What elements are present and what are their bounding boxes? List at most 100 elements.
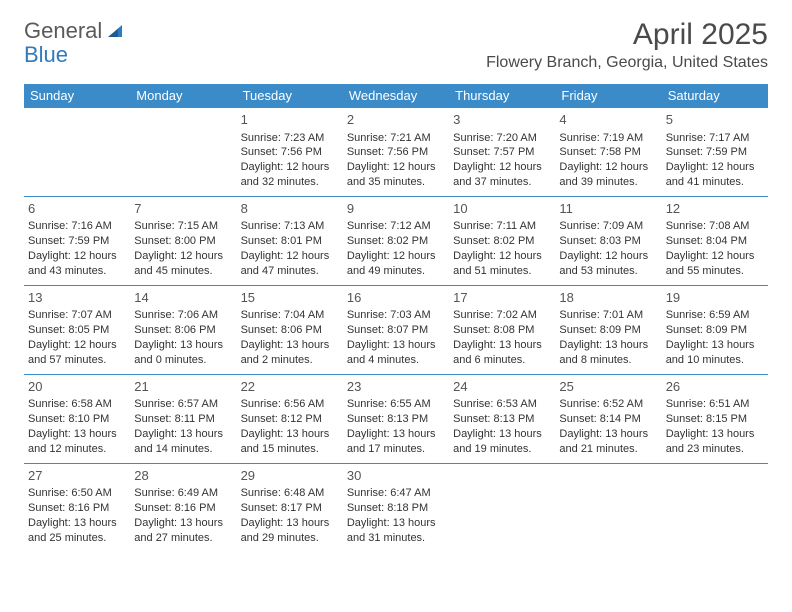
calendar-row: 20Sunrise: 6:58 AMSunset: 8:10 PMDayligh…	[24, 374, 768, 463]
sunset-line: Sunset: 7:56 PM	[241, 145, 339, 160]
calendar-cell-empty	[24, 108, 130, 197]
day-number: 11	[559, 200, 657, 218]
daylight-line: Daylight: 12 hours and 51 minutes.	[453, 249, 551, 279]
sunset-line: Sunset: 8:01 PM	[241, 234, 339, 249]
day-number: 5	[666, 111, 764, 129]
sunset-line: Sunset: 7:57 PM	[453, 145, 551, 160]
sunrise-line: Sunrise: 6:59 AM	[666, 308, 764, 323]
calendar-cell: 12Sunrise: 7:08 AMSunset: 8:04 PMDayligh…	[662, 196, 768, 285]
day-number: 16	[347, 289, 445, 307]
sunrise-line: Sunrise: 6:50 AM	[28, 486, 126, 501]
daylight-line: Daylight: 13 hours and 23 minutes.	[666, 427, 764, 457]
sunset-line: Sunset: 7:56 PM	[347, 145, 445, 160]
day-header: Wednesday	[343, 84, 449, 108]
day-number: 2	[347, 111, 445, 129]
day-number: 4	[559, 111, 657, 129]
sunset-line: Sunset: 8:02 PM	[347, 234, 445, 249]
calendar-cell: 26Sunrise: 6:51 AMSunset: 8:15 PMDayligh…	[662, 374, 768, 463]
calendar-cell: 1Sunrise: 7:23 AMSunset: 7:56 PMDaylight…	[237, 108, 343, 197]
calendar-cell: 20Sunrise: 6:58 AMSunset: 8:10 PMDayligh…	[24, 374, 130, 463]
sunrise-line: Sunrise: 7:08 AM	[666, 219, 764, 234]
calendar-cell: 22Sunrise: 6:56 AMSunset: 8:12 PMDayligh…	[237, 374, 343, 463]
daylight-line: Daylight: 12 hours and 32 minutes.	[241, 160, 339, 190]
daylight-line: Daylight: 13 hours and 17 minutes.	[347, 427, 445, 457]
day-number: 24	[453, 378, 551, 396]
sunset-line: Sunset: 8:16 PM	[28, 501, 126, 516]
daylight-line: Daylight: 12 hours and 37 minutes.	[453, 160, 551, 190]
calendar-cell: 18Sunrise: 7:01 AMSunset: 8:09 PMDayligh…	[555, 285, 661, 374]
calendar-cell: 29Sunrise: 6:48 AMSunset: 8:17 PMDayligh…	[237, 463, 343, 551]
sunset-line: Sunset: 8:14 PM	[559, 412, 657, 427]
sunrise-line: Sunrise: 7:13 AM	[241, 219, 339, 234]
sunrise-line: Sunrise: 7:11 AM	[453, 219, 551, 234]
daylight-line: Daylight: 12 hours and 49 minutes.	[347, 249, 445, 279]
daylight-line: Daylight: 12 hours and 43 minutes.	[28, 249, 126, 279]
daylight-line: Daylight: 13 hours and 2 minutes.	[241, 338, 339, 368]
calendar-cell: 8Sunrise: 7:13 AMSunset: 8:01 PMDaylight…	[237, 196, 343, 285]
sunset-line: Sunset: 8:03 PM	[559, 234, 657, 249]
day-number: 3	[453, 111, 551, 129]
sunset-line: Sunset: 8:05 PM	[28, 323, 126, 338]
calendar-cell: 4Sunrise: 7:19 AMSunset: 7:58 PMDaylight…	[555, 108, 661, 197]
sunset-line: Sunset: 8:11 PM	[134, 412, 232, 427]
calendar-cell: 10Sunrise: 7:11 AMSunset: 8:02 PMDayligh…	[449, 196, 555, 285]
day-number: 1	[241, 111, 339, 129]
sunrise-line: Sunrise: 6:53 AM	[453, 397, 551, 412]
calendar-row: 1Sunrise: 7:23 AMSunset: 7:56 PMDaylight…	[24, 108, 768, 197]
calendar-cell: 17Sunrise: 7:02 AMSunset: 8:08 PMDayligh…	[449, 285, 555, 374]
calendar-cell: 13Sunrise: 7:07 AMSunset: 8:05 PMDayligh…	[24, 285, 130, 374]
daylight-line: Daylight: 13 hours and 0 minutes.	[134, 338, 232, 368]
calendar-cell: 6Sunrise: 7:16 AMSunset: 7:59 PMDaylight…	[24, 196, 130, 285]
day-number: 13	[28, 289, 126, 307]
calendar-cell: 14Sunrise: 7:06 AMSunset: 8:06 PMDayligh…	[130, 285, 236, 374]
calendar-cell: 3Sunrise: 7:20 AMSunset: 7:57 PMDaylight…	[449, 108, 555, 197]
sunset-line: Sunset: 8:06 PM	[134, 323, 232, 338]
title-block: April 2025 Flowery Branch, Georgia, Unit…	[486, 18, 768, 72]
daylight-line: Daylight: 13 hours and 6 minutes.	[453, 338, 551, 368]
sunrise-line: Sunrise: 6:47 AM	[347, 486, 445, 501]
day-number: 23	[347, 378, 445, 396]
day-number: 12	[666, 200, 764, 218]
sunrise-line: Sunrise: 7:17 AM	[666, 131, 764, 146]
daylight-line: Daylight: 13 hours and 31 minutes.	[347, 516, 445, 546]
sunrise-line: Sunrise: 7:02 AM	[453, 308, 551, 323]
sunrise-line: Sunrise: 6:57 AM	[134, 397, 232, 412]
daylight-line: Daylight: 13 hours and 21 minutes.	[559, 427, 657, 457]
sunrise-line: Sunrise: 7:06 AM	[134, 308, 232, 323]
daylight-line: Daylight: 13 hours and 12 minutes.	[28, 427, 126, 457]
sunrise-line: Sunrise: 7:21 AM	[347, 131, 445, 146]
sunrise-line: Sunrise: 6:56 AM	[241, 397, 339, 412]
day-number: 22	[241, 378, 339, 396]
day-number: 9	[347, 200, 445, 218]
sunset-line: Sunset: 8:00 PM	[134, 234, 232, 249]
day-header: Friday	[555, 84, 661, 108]
day-number: 17	[453, 289, 551, 307]
page-title: April 2025	[486, 18, 768, 52]
day-number: 26	[666, 378, 764, 396]
sunrise-line: Sunrise: 7:09 AM	[559, 219, 657, 234]
sunset-line: Sunset: 8:17 PM	[241, 501, 339, 516]
sunrise-line: Sunrise: 7:07 AM	[28, 308, 126, 323]
calendar-cell-empty	[662, 463, 768, 551]
calendar-cell: 16Sunrise: 7:03 AMSunset: 8:07 PMDayligh…	[343, 285, 449, 374]
day-number: 25	[559, 378, 657, 396]
day-number: 7	[134, 200, 232, 218]
calendar-cell-empty	[555, 463, 661, 551]
daylight-line: Daylight: 12 hours and 41 minutes.	[666, 160, 764, 190]
sunrise-line: Sunrise: 7:04 AM	[241, 308, 339, 323]
sunrise-line: Sunrise: 7:16 AM	[28, 219, 126, 234]
calendar-row: 27Sunrise: 6:50 AMSunset: 8:16 PMDayligh…	[24, 463, 768, 551]
day-number: 10	[453, 200, 551, 218]
day-number: 19	[666, 289, 764, 307]
day-number: 27	[28, 467, 126, 485]
daylight-line: Daylight: 12 hours and 53 minutes.	[559, 249, 657, 279]
sunset-line: Sunset: 8:04 PM	[666, 234, 764, 249]
day-header: Monday	[130, 84, 236, 108]
day-number: 18	[559, 289, 657, 307]
daylight-line: Daylight: 13 hours and 4 minutes.	[347, 338, 445, 368]
sunset-line: Sunset: 7:59 PM	[28, 234, 126, 249]
day-number: 15	[241, 289, 339, 307]
calendar-cell: 15Sunrise: 7:04 AMSunset: 8:06 PMDayligh…	[237, 285, 343, 374]
sunset-line: Sunset: 7:58 PM	[559, 145, 657, 160]
daylight-line: Daylight: 13 hours and 25 minutes.	[28, 516, 126, 546]
